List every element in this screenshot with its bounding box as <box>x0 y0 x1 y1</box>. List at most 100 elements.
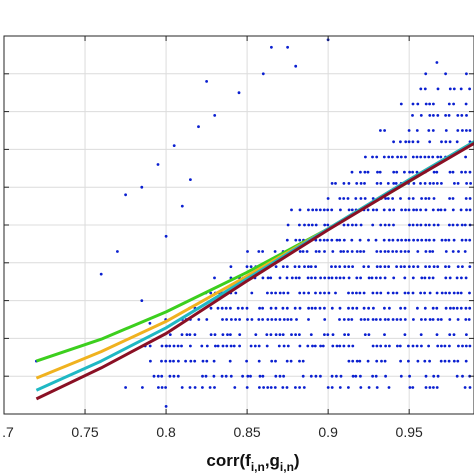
scatter-point <box>415 344 419 348</box>
scatter-point <box>376 170 379 174</box>
scatter-point <box>431 250 435 253</box>
scatter-point <box>250 291 254 295</box>
scatter-point <box>274 318 278 321</box>
scatter-point <box>294 386 297 389</box>
scatter-point <box>281 265 285 268</box>
scatter-point <box>465 129 468 132</box>
scatter-point <box>297 276 301 280</box>
scatter-point <box>342 276 346 280</box>
scatter-point <box>465 182 468 185</box>
scatter-point <box>358 291 362 295</box>
scatter-point <box>419 155 423 159</box>
scatter-point <box>399 155 403 159</box>
scatter-point <box>189 344 192 348</box>
scatter-point <box>294 64 298 68</box>
scatter-point <box>424 318 427 321</box>
scatter-point <box>208 386 212 389</box>
scatter-point <box>314 250 318 253</box>
scatter-point <box>362 291 366 295</box>
scatter-point <box>392 223 395 227</box>
scatter-point <box>392 170 396 174</box>
scatter-point <box>351 344 355 348</box>
scatter-point <box>297 265 301 268</box>
scatter-point <box>407 344 410 348</box>
scatter-point <box>382 208 386 212</box>
scatter-point <box>387 318 390 321</box>
scatter-point <box>364 155 367 159</box>
scatter-point <box>408 374 411 378</box>
scatter-point <box>359 318 363 321</box>
x-tick-label: 0.75 <box>71 424 98 440</box>
scatter-point <box>116 250 119 253</box>
scatter-point <box>234 291 238 295</box>
scatter-point <box>388 306 391 310</box>
scatter-point <box>452 359 456 363</box>
scatter-point <box>261 250 264 253</box>
scatter-point <box>407 129 411 132</box>
scatter-point <box>156 374 160 378</box>
scatter-point <box>164 344 168 348</box>
scatter-point <box>407 250 410 253</box>
scatter-point <box>399 306 402 310</box>
scatter-point <box>249 344 253 348</box>
scatter-point <box>411 155 415 159</box>
scatter-point <box>412 182 416 185</box>
scatter-point <box>463 250 467 253</box>
scatter-point <box>386 182 390 185</box>
scatter-point <box>411 114 414 117</box>
scatter-point <box>298 386 301 389</box>
scatter-point <box>141 386 144 389</box>
scatter-point <box>214 344 217 348</box>
scatter-point <box>391 197 394 200</box>
scatter-point <box>358 359 362 363</box>
scatter-point <box>307 306 310 310</box>
scatter-point <box>124 386 127 389</box>
scatter-point <box>464 197 468 200</box>
scatter-point <box>394 182 398 185</box>
scatter-point <box>351 265 354 268</box>
x-tick-label: 0.95 <box>396 424 423 440</box>
scatter-point <box>435 170 439 174</box>
scatter-point <box>448 170 452 174</box>
scatter-point <box>205 344 209 348</box>
scatter-point <box>387 250 390 253</box>
scatter-point <box>412 238 415 242</box>
scatter-point <box>351 223 354 227</box>
scatter-point <box>464 318 468 321</box>
scatter-point <box>371 374 374 378</box>
scatter-point <box>452 291 456 295</box>
scatter-point <box>460 170 463 174</box>
scatter-point <box>436 208 440 212</box>
scatter-point <box>428 114 432 117</box>
scatter-point <box>140 299 144 302</box>
scatter-point <box>416 359 420 363</box>
scatter-point <box>249 374 252 378</box>
scatter-point <box>453 182 456 185</box>
scatter-point <box>404 208 407 212</box>
scatter-point <box>331 344 335 348</box>
scatter-point <box>326 333 330 336</box>
scatter-point <box>177 359 180 363</box>
scatter-point <box>164 234 168 238</box>
scatter-point <box>419 223 423 227</box>
scatter-point <box>201 374 204 378</box>
scatter-point <box>338 386 342 389</box>
scatter-point <box>468 197 472 200</box>
scatter-point <box>286 344 290 348</box>
scatter-point <box>428 140 432 144</box>
scatter-point <box>238 333 242 336</box>
scatter-point <box>455 276 459 280</box>
scatter-point <box>338 265 342 268</box>
scatter-point <box>306 344 310 348</box>
scatter-point <box>298 223 301 227</box>
scatter-point <box>286 318 290 321</box>
scatter-point <box>452 306 455 310</box>
scatter-point <box>420 318 423 321</box>
scatter-point <box>448 197 451 200</box>
scatter-point <box>468 170 472 174</box>
scatter-point <box>428 238 431 242</box>
scatter-point <box>374 238 378 242</box>
scatter-point <box>225 344 229 348</box>
scatter-point <box>180 204 184 208</box>
scatter-point <box>221 318 224 321</box>
